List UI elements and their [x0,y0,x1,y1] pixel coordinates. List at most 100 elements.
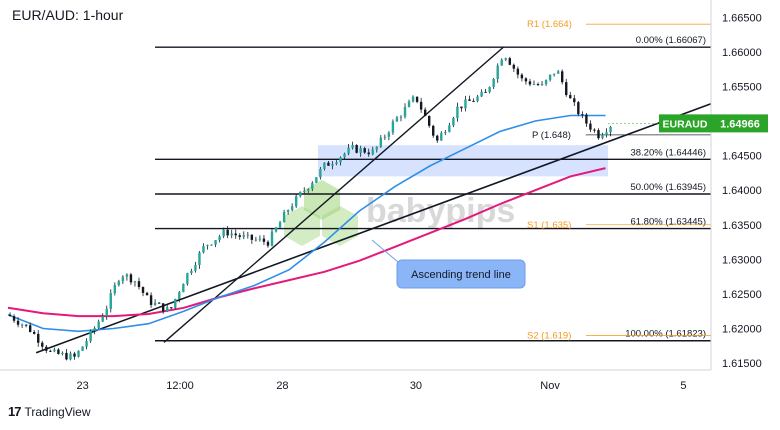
y-tick-label-6: 1.63500 [722,220,762,232]
candle-body-139 [569,95,572,99]
fib-label-0: 0.00% (1.66067) [636,35,706,46]
candle-body-20 [89,330,92,342]
candle-body-54 [226,229,229,236]
candle-body-25 [109,293,112,309]
candle-body-93 [383,136,387,138]
candle-body-23 [101,316,104,322]
candle-body-47 [198,252,201,266]
candle-body-95 [391,121,395,133]
candle-body-19 [85,341,88,347]
candle-body-97 [399,116,403,118]
candle-body-83 [343,153,346,158]
fibonacci-levels: 0.00% (1.66067) 38.20% (1.64446) 50.00% (1… [155,35,711,342]
candle-body-38 [161,303,165,312]
candlesticks [8,56,612,361]
candle-body-114 [468,99,471,101]
candle-body-118 [484,91,487,93]
x-tick-label-4: Nov [540,380,560,392]
candle-body-102 [419,101,423,110]
candle-body-98 [403,107,407,117]
candle-body-56 [234,233,237,236]
babypips-hexagon-logo [284,180,358,246]
candle-body-15 [69,353,72,360]
x-tick-label-5: 5 [680,380,686,392]
candle-body-90 [371,149,374,155]
candle-body-58 [242,235,245,237]
candle-body-0 [8,314,12,317]
candle-body-128 [524,78,528,82]
y-tick-label-1: 1.66000 [722,47,762,59]
candle-body-73 [303,190,306,193]
candle-body-96 [395,117,399,122]
y-tick-label-7: 1.63000 [722,254,762,266]
y-tick-label-4: 1.64500 [722,151,762,163]
candle-body-9 [45,346,48,351]
candle-body-79 [327,162,330,166]
candle-body-113 [464,99,467,109]
candle-body-52 [218,236,221,241]
pivot-levels: R1 (1.664) P (1.648) S1 (1.635) S2 (1.619) [527,19,711,341]
candle-body-71 [294,196,298,207]
candle-body-34 [145,292,149,296]
candle-body-37 [157,302,161,304]
time-axis-labels: 23 12:00 28 30 Nov 5 [76,380,686,392]
candle-body-55 [230,233,233,236]
candle-body-3 [20,324,24,326]
candle-body-120 [492,79,495,87]
footer-brand[interactable]: 17 TradingView [8,404,91,419]
candle-body-99 [407,101,411,108]
trend-lines [35,46,712,354]
x-tick-label-1: 12:00 [166,380,194,392]
candle-body-69 [286,210,290,213]
candle-body-146 [597,130,600,139]
candle-body-100 [411,96,415,102]
fib-label-3: 61.80% (1.63445) [630,217,706,228]
candle-body-36 [153,302,157,305]
candle-body-74 [307,189,310,191]
candle-body-103 [423,109,427,116]
candle-body-141 [577,102,580,115]
candle-body-76 [315,177,318,183]
candle-body-33 [141,287,145,293]
last-price-tag[interactable]: EURAUD 1.64966 [608,114,768,133]
candle-body-64 [266,241,270,246]
candle-body-137 [560,71,564,83]
candle-body-66 [274,227,278,232]
candle-body-31 [133,281,137,283]
candle-body-101 [415,96,419,102]
candle-body-148 [605,132,608,135]
price-tag-text: 1.64966 [720,118,760,130]
candle-body-60 [250,234,254,240]
candle-body-126 [516,68,520,75]
candle-body-30 [129,274,133,283]
candle-body-5 [28,325,32,332]
candle-body-111 [456,106,459,119]
candle-body-147 [601,134,604,139]
candle-body-32 [137,281,141,288]
x-tick-label-2: 28 [276,380,288,392]
candle-body-46 [194,265,197,271]
candle-body-129 [528,81,532,85]
candle-body-124 [508,58,512,65]
candle-body-49 [206,244,209,246]
candle-body-17 [77,350,80,357]
symbol-tag-text: EURAUD [663,118,708,130]
candle-body-123 [504,58,507,60]
candle-body-133 [544,79,548,85]
x-tick-label-0: 23 [76,380,88,392]
candle-body-8 [41,342,44,347]
candle-body-12 [57,349,60,354]
tradingview-logo-icon: 17 [8,404,22,419]
candle-body-106 [436,135,439,141]
candle-body-43 [182,284,185,293]
candle-body-85 [351,145,354,148]
footer-brand-label: TradingView [24,404,91,419]
candle-body-112 [460,106,463,109]
candle-body-116 [476,96,479,102]
candle-body-14 [65,352,68,360]
candle-body-134 [548,74,552,80]
candle-body-107 [440,133,443,141]
ascending-trend-line [35,102,712,354]
